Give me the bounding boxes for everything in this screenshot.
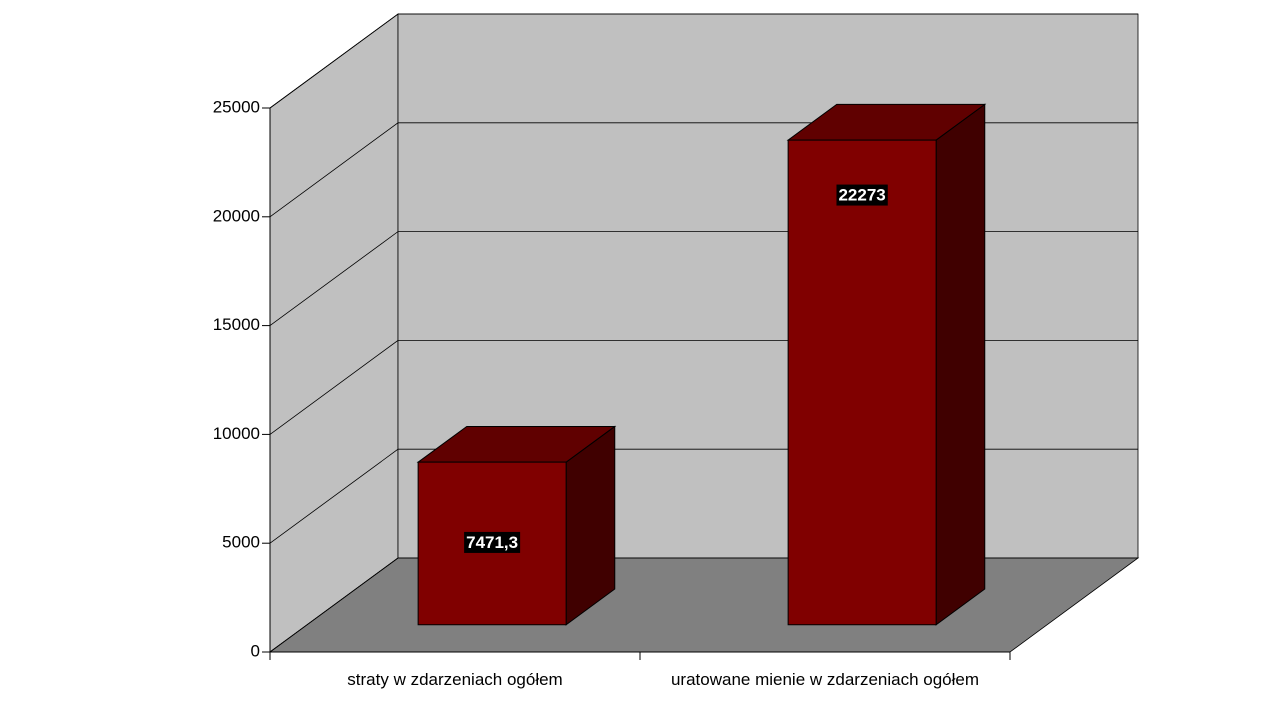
x-tick-label: straty w zdarzeniach ogółem: [347, 670, 563, 689]
floor: [268, 557, 1140, 653]
y-tick-label: 5000: [222, 533, 260, 552]
value-label: 7471,3: [466, 533, 518, 552]
y-tick-label: 0: [251, 641, 260, 660]
y-tick-label: 15000: [213, 315, 260, 334]
left-wall: [269, 13, 399, 653]
y-tick-label: 20000: [213, 206, 260, 225]
grid-line: [269, 13, 1138, 109]
value-label: 22273: [838, 186, 885, 205]
y-tick-label: 25000: [213, 97, 260, 116]
bar-front: [787, 139, 937, 626]
value-label-bg: [836, 184, 888, 206]
bar: [416, 425, 617, 626]
value-label-bg: [464, 531, 521, 553]
bar-side: [935, 103, 986, 626]
bar: [786, 103, 987, 626]
y-tick-label: 10000: [213, 424, 260, 443]
x-tick-label: uratowane mienie w zdarzeniach ogółem: [670, 670, 980, 689]
